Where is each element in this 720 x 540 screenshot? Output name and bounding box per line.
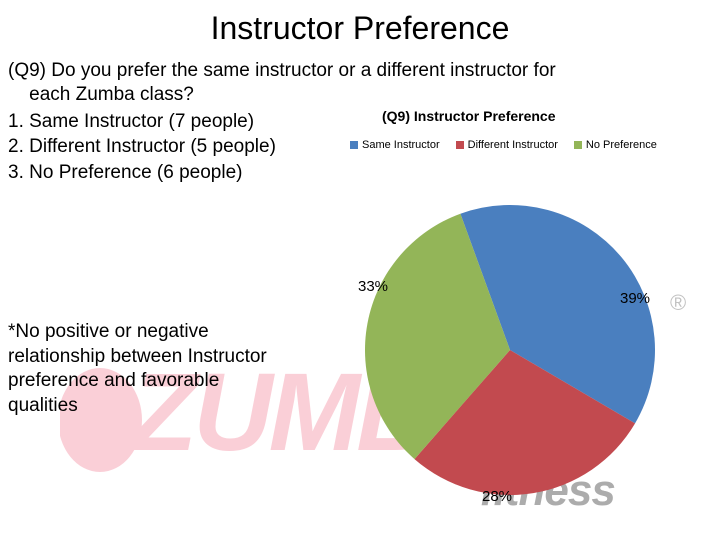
legend-item-nopref: No Preference <box>574 139 657 151</box>
question-line1: (Q9) Do you prefer the same instructor o… <box>8 60 556 81</box>
pie-chart: 33% 39% 28% <box>340 180 680 520</box>
legend-swatch-nopref <box>574 141 582 149</box>
chart-title: (Q9) Instructor Preference <box>382 108 556 124</box>
option-1: 1. Same Instructor (7 people) <box>8 109 702 135</box>
page-title: Instructor Preference <box>0 0 720 47</box>
pie-label-same: 39% <box>620 290 650 307</box>
legend-item-same: Same Instructor <box>350 139 440 151</box>
legend-swatch-different <box>456 141 464 149</box>
footnote-text: *No positive or negative relationship be… <box>8 320 288 419</box>
question-line2: each Zumba class? <box>29 84 194 105</box>
pie-label-different: 28% <box>482 488 512 505</box>
pie-label-nopref: 33% <box>358 278 388 295</box>
chart-legend: Same Instructor Different Instructor No … <box>350 139 657 151</box>
content-area: (Q9) Do you prefer the same instructor o… <box>0 47 720 185</box>
pie-svg <box>340 180 680 520</box>
question-text: (Q9) Do you prefer the same instructor o… <box>8 59 702 107</box>
legend-item-different: Different Instructor <box>456 139 558 151</box>
legend-label-same: Same Instructor <box>362 139 440 151</box>
legend-label-different: Different Instructor <box>468 139 558 151</box>
legend-label-nopref: No Preference <box>586 139 657 151</box>
legend-swatch-same <box>350 141 358 149</box>
